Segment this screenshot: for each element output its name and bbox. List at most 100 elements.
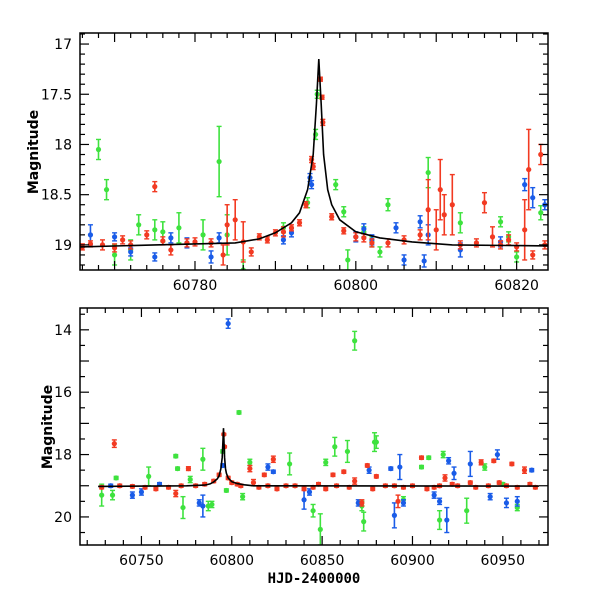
data-point-red xyxy=(232,217,238,223)
data-point-green xyxy=(174,465,181,472)
bottom-y-axis-label: Magnitude xyxy=(40,385,56,469)
data-point-red xyxy=(352,478,358,484)
data-point-red xyxy=(248,249,254,255)
series-red xyxy=(80,76,548,266)
data-point-red xyxy=(364,462,370,469)
data-point-green xyxy=(247,459,253,465)
data-point-green xyxy=(111,252,118,258)
series-green xyxy=(99,330,520,545)
y-tick-label: 18 xyxy=(54,448,72,464)
data-point-red xyxy=(353,234,359,240)
data-point-green xyxy=(223,487,229,494)
data-point-green xyxy=(95,146,102,153)
data-point-red xyxy=(160,238,166,244)
data-point-green xyxy=(373,439,379,445)
data-point-blue xyxy=(87,232,94,238)
y-tick-label: 18 xyxy=(54,137,72,153)
data-point-red xyxy=(224,222,230,228)
data-point-green xyxy=(418,464,425,470)
data-point-blue xyxy=(401,257,407,263)
data-point-green xyxy=(385,202,391,208)
y-tick-label: 17.5 xyxy=(41,87,72,103)
data-point-red xyxy=(173,490,179,497)
data-point-red xyxy=(433,227,439,233)
data-point-blue xyxy=(529,467,535,473)
x-tick-label: 60800 xyxy=(210,553,255,569)
bottom-panel-full-light-curve: 60750 60800 60850 60900 60950 14 16 18 20 xyxy=(54,307,549,569)
data-point-green xyxy=(200,232,206,238)
data-point-green xyxy=(209,501,215,508)
data-point-blue xyxy=(111,234,118,240)
x-axis-label: HJD-2400000 xyxy=(268,571,361,587)
data-point-red xyxy=(264,237,270,243)
data-point-green xyxy=(426,455,432,461)
data-point-green xyxy=(103,187,110,193)
data-point-red xyxy=(261,472,267,478)
data-point-blue xyxy=(503,500,510,506)
x-tick-label: 60750 xyxy=(119,553,164,569)
data-point-green xyxy=(152,227,158,233)
series-red xyxy=(99,431,538,509)
data-point-blue xyxy=(393,225,399,231)
data-point-green xyxy=(236,409,242,416)
data-point-red xyxy=(280,229,287,235)
series-blue xyxy=(108,318,535,534)
data-point-blue xyxy=(397,464,403,470)
y-tick-label: 17 xyxy=(54,37,72,53)
data-point-red xyxy=(361,235,367,241)
data-point-red xyxy=(323,486,329,492)
data-point-red xyxy=(220,252,226,258)
data-point-red xyxy=(418,455,425,461)
data-point-red xyxy=(301,486,307,492)
data-point-green xyxy=(425,169,431,176)
data-point-blue xyxy=(208,254,214,260)
data-point-red xyxy=(144,232,150,238)
data-point-green xyxy=(310,508,316,514)
data-point-blue xyxy=(301,497,307,503)
data-point-green xyxy=(333,182,339,188)
data-point-blue xyxy=(446,458,452,464)
data-point-red xyxy=(489,234,496,240)
data-point-green xyxy=(287,461,293,467)
data-point-green xyxy=(200,456,206,462)
data-point-red xyxy=(395,498,401,504)
data-point-blue xyxy=(355,500,361,506)
plot-frame xyxy=(79,32,549,271)
y-tick-label: 14 xyxy=(54,323,72,339)
data-point-blue xyxy=(288,230,295,236)
data-point-red xyxy=(424,486,430,492)
data-point-blue xyxy=(388,465,394,472)
data-point-blue xyxy=(431,492,437,498)
data-point-red xyxy=(153,486,159,492)
data-point-green xyxy=(514,254,520,260)
data-point-red xyxy=(478,459,484,465)
data-point-blue xyxy=(522,182,528,188)
data-point-red xyxy=(168,247,174,253)
data-point-blue xyxy=(444,517,450,523)
data-point-red xyxy=(370,486,376,492)
model-curve xyxy=(98,428,540,488)
data-point-green xyxy=(377,249,383,255)
data-point-red xyxy=(270,456,276,462)
data-point-red xyxy=(330,472,336,478)
series-green xyxy=(95,89,544,270)
model-curve xyxy=(80,59,548,248)
data-point-green xyxy=(345,257,351,263)
data-point-green xyxy=(352,338,358,344)
data-point-red xyxy=(185,465,192,472)
data-point-red xyxy=(425,207,431,213)
x-tick-label: 60900 xyxy=(390,553,435,569)
data-point-blue xyxy=(280,237,287,243)
data-point-blue xyxy=(361,226,367,232)
data-point-green xyxy=(464,508,470,514)
x-tick-label: 60850 xyxy=(300,553,345,569)
x-tick-label: 60950 xyxy=(481,553,526,569)
x-tick-label: 60820 xyxy=(494,278,539,294)
data-point-blue xyxy=(530,195,536,201)
data-point-red xyxy=(385,240,391,246)
data-point-red xyxy=(417,232,423,238)
x-tick-label: 60800 xyxy=(334,278,379,294)
data-point-green xyxy=(341,209,347,215)
data-point-red xyxy=(369,240,375,246)
